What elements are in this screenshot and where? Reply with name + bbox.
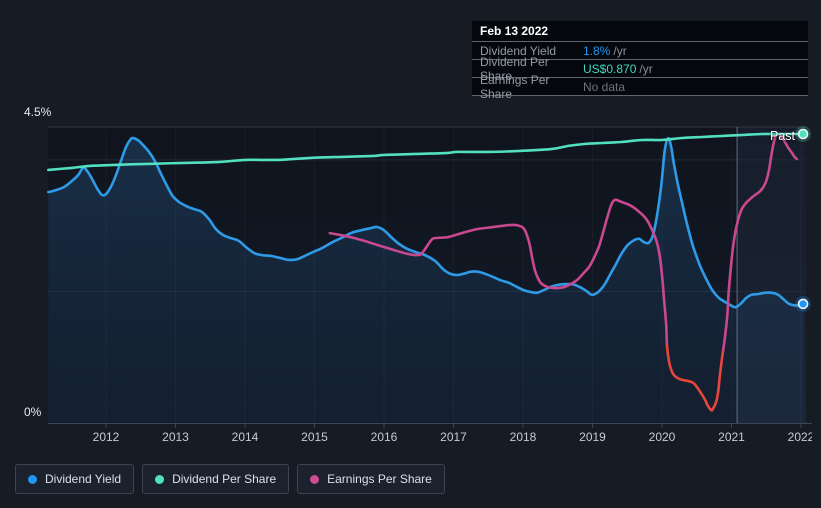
tooltip-label: Dividend Per Share [480,54,549,83]
tooltip-suffix: /yr [613,43,627,58]
y-axis-label-top: 4.5% [24,105,52,119]
dividend_yield-end-marker[interactable] [797,298,809,310]
tooltip-value: 1.8% [583,43,611,58]
tooltip-value: US$0.870 [583,61,637,76]
legend-label: Earnings Per Share [327,472,432,486]
legend-label: Dividend Per Share [172,472,277,486]
tooltip: Feb 13 2022 Dividend Yield 1.8% /yr Divi… [472,21,808,101]
tooltip-row-dividend-yield: Dividend Yield 1.8% /yr [472,42,808,60]
earnings-per-share-line [328,198,669,347]
tooltip-row-dividend-per-share: Dividend Per Share US$0.870 /yr [472,55,808,83]
legend-label: Dividend Yield [45,472,122,486]
legend-item-dividend-yield[interactable]: Dividend Yield [15,464,135,494]
earnings-per-share-line-negative [665,343,725,412]
tooltip-label: Dividend Yield [480,43,557,58]
dividend-yield-line [47,136,805,309]
dividend-per-share-dot-icon [155,474,165,484]
earnings-per-share-line [721,132,799,352]
dividend_per_share-end-marker[interactable] [797,128,809,140]
dividend-per-share-line [47,132,805,172]
tooltip-date: Feb 13 2022 [472,21,808,42]
tooltip-value: No data [583,79,626,94]
earnings-per-share-dot-icon [310,474,320,484]
legend-item-earnings-per-share[interactable]: Earnings Per Share [297,464,445,494]
dividend-yield-dot-icon [28,474,37,484]
tooltip-suffix: /yr [639,61,653,76]
tooltip-row-earnings-per-share: Earnings Per Share No data [472,73,808,101]
y-axis-label-zero: 0% [24,405,42,419]
legend-item-dividend-per-share[interactable]: Dividend Per Share [142,464,290,494]
dividend-yield-area [48,137,804,423]
chart-legend: Dividend Yield Dividend Per Share Earnin… [15,464,445,494]
past-label: Past [770,129,796,143]
tooltip-label: Earnings Per Share [480,72,550,101]
